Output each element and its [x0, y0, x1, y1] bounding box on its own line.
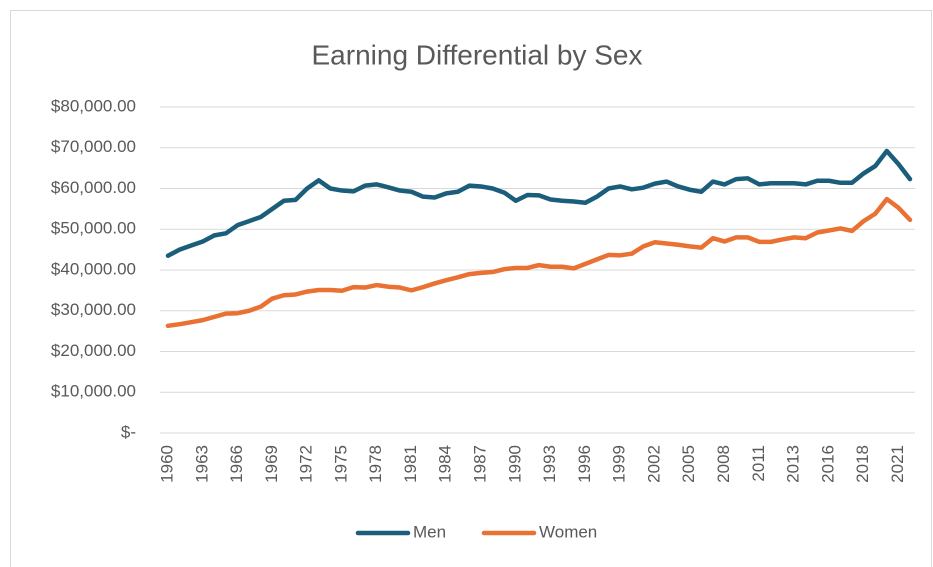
- x-tick-label: 2013: [784, 445, 803, 483]
- chart-title: Earning Differential by Sex: [312, 39, 643, 70]
- y-tick-label: $60,000.00: [51, 178, 136, 197]
- x-tick-label: 1972: [297, 445, 316, 483]
- x-tick-label: 1996: [575, 445, 594, 483]
- line-series: [165, 148, 913, 258]
- x-tick-label: 2016: [818, 445, 837, 483]
- line-series: [165, 196, 913, 329]
- y-tick-label: $10,000.00: [51, 382, 136, 401]
- y-tick-label: $70,000.00: [51, 137, 136, 156]
- x-tick-label: 2005: [679, 445, 698, 483]
- legend-label: Women: [539, 522, 597, 541]
- x-tick-label: 1999: [610, 445, 629, 483]
- y-tick-label: $-: [121, 422, 136, 441]
- x-tick-label: 1963: [192, 445, 211, 483]
- x-tick-label: 1975: [331, 445, 350, 483]
- y-tick-label: $50,000.00: [51, 219, 136, 238]
- y-tick-label: $30,000.00: [51, 300, 136, 319]
- x-tick-label: 1960: [157, 445, 176, 483]
- y-tick-label: $40,000.00: [51, 259, 136, 278]
- x-tick-label: 1966: [227, 445, 246, 483]
- x-tick-label: 1990: [505, 445, 524, 483]
- x-tick-label: 1987: [471, 445, 490, 483]
- x-tick-label: 1993: [540, 445, 559, 483]
- legend-label: Men: [413, 522, 446, 541]
- chart-border: [10, 10, 932, 567]
- x-tick-label: 2008: [714, 445, 733, 483]
- x-tick-label: 2018: [853, 445, 872, 483]
- x-tick-label: 1978: [366, 445, 385, 483]
- y-tick-label: $20,000.00: [51, 341, 136, 360]
- x-tick-label: 2011: [749, 445, 768, 482]
- y-tick-label: $80,000.00: [51, 96, 136, 115]
- x-tick-label: 2021: [888, 445, 907, 483]
- x-tick-label: 2002: [644, 445, 663, 483]
- x-tick-label: 1981: [401, 445, 420, 483]
- x-tick-label: 1969: [262, 445, 281, 483]
- x-tick-label: 1984: [436, 445, 455, 483]
